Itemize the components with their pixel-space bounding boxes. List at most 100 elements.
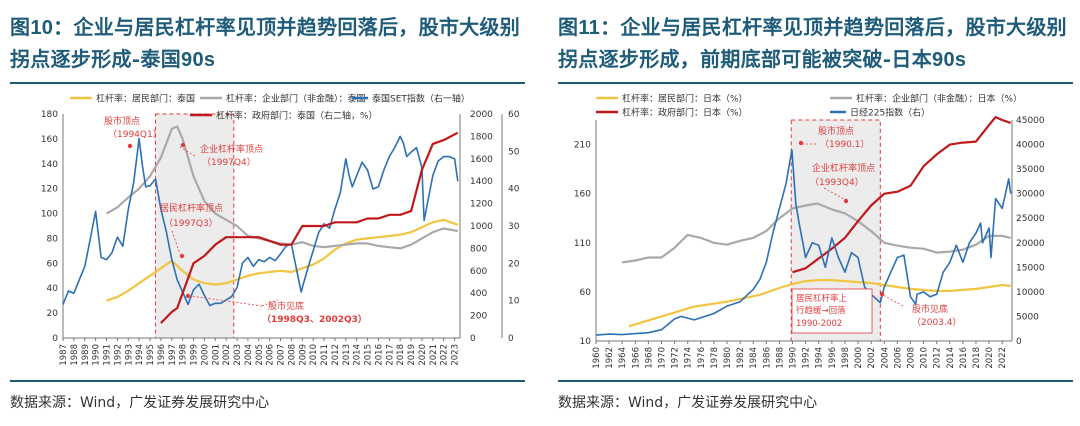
annotation-marker: [127, 143, 133, 149]
x-tick-label: 1990: [92, 344, 102, 366]
y-right-tick-label: 1600: [470, 155, 493, 165]
y-right-tick-label: 1400: [470, 177, 493, 187]
x-tick-label: 2010: [920, 347, 930, 369]
annotation-leader: [189, 295, 263, 307]
y-right2-tick-label: 50: [508, 147, 520, 157]
x-tick-label: 1972: [671, 347, 681, 369]
x-tick-label: 1962: [605, 347, 615, 369]
x-tick-label: 2003: [233, 344, 243, 366]
x-tick-label: 2014: [946, 347, 956, 369]
x-tick-label: 2006: [893, 347, 903, 369]
x-tick-label: 2020: [418, 344, 428, 366]
annotation-year: （1997Q4）: [202, 157, 256, 168]
legend-label: 杠杆率：企业部门（非金融）：泰国: [226, 93, 366, 105]
chart-panel-japan: 图11：企业与居民杠杆率见顶并趋势回落后，股市大级别拐点逐步形成，前期底部可能被…: [548, 0, 1080, 426]
x-tick-label: 1998: [841, 347, 851, 369]
x-tick-label: 2000: [200, 344, 210, 366]
x-tick-label: 1998: [179, 344, 189, 366]
annotation-year: 1990-2002: [796, 319, 842, 329]
annotation-leader: [171, 230, 181, 255]
x-tick-label: 1987: [59, 344, 69, 366]
x-tick-label: 2001: [211, 344, 221, 366]
x-tick-label: 1988: [70, 344, 80, 366]
y-left-tick-label: 140: [41, 160, 58, 170]
source-note: 数据来源：Wind，广发证券发展研究中心: [558, 395, 818, 411]
x-tick-label: 2006: [266, 344, 276, 366]
x-tick-label: 1999: [190, 344, 200, 366]
x-tick-label: 1974: [684, 347, 694, 369]
x-tick-label: 2022: [440, 344, 450, 366]
y-right-tick-label: 0: [470, 334, 476, 344]
x-tick-label: 2016: [959, 347, 969, 369]
x-tick-label: 2012: [331, 344, 341, 366]
x-tick-label: 2002: [222, 344, 232, 366]
x-tick-label: 2013: [342, 344, 352, 366]
y-left-tick-label: 110: [574, 239, 591, 249]
x-tick-label: 1976: [697, 347, 707, 369]
source-divider: [558, 380, 1073, 382]
x-tick-label: 1970: [658, 347, 668, 369]
y-left-tick-label: 160: [41, 135, 58, 145]
x-tick-label: 2008: [906, 347, 916, 369]
x-tick-label: 2016: [374, 344, 384, 366]
series-line: [595, 149, 1012, 336]
series-line: [622, 202, 1011, 264]
y-left-tick-label: 60: [47, 259, 59, 269]
x-tick-label: 2017: [385, 344, 395, 366]
y-right2-tick-label: 30: [508, 222, 520, 232]
y-right2-tick-label: 20: [508, 259, 520, 269]
legend-label: 杠杆率：政府部门：泰国（右二轴，%）: [216, 110, 378, 122]
thailand-chart: 0204060801001201401601800200400600800100…: [41, 93, 520, 366]
x-tick-label: 2023: [451, 344, 461, 366]
y-right-tick-label: 40000: [1016, 141, 1045, 151]
figure-title: 图10：企业与居民杠杆率见顶并趋势回落后，股市大级别拐点逐步形成-泰国90s: [10, 15, 521, 71]
y-right-tick-label: 1000: [470, 222, 493, 232]
legend-label: 杠杆率：企业部门（非金融）：日本（%）: [856, 93, 1022, 105]
y-right-tick-label: 1200: [470, 200, 493, 210]
annotation-year: （1994Q1）: [108, 129, 162, 140]
y-left-tick-label: 40: [47, 284, 59, 294]
y-right2-tick-label: 60: [508, 110, 520, 120]
y-right-tick-label: 30000: [1016, 190, 1045, 200]
x-tick-label: 2000: [854, 347, 864, 369]
y-right-tick-label: 35000: [1016, 165, 1045, 175]
x-tick-label: 1993: [124, 344, 134, 366]
y-left-tick-label: 180: [41, 110, 58, 120]
annotation-marker: [879, 291, 885, 297]
series-line: [62, 135, 459, 307]
x-tick-label: 2009: [298, 344, 308, 366]
x-tick-label: 2011: [320, 344, 330, 366]
y-right-tick-label: 600: [470, 267, 487, 277]
x-tick-label: 1968: [644, 347, 654, 369]
annotation-year: （1997Q3）: [164, 218, 218, 229]
x-tick-label: 1997: [168, 344, 178, 366]
series-line: [628, 279, 1011, 328]
x-tick-label: 2007: [277, 344, 287, 366]
annotation-marker: [179, 253, 185, 259]
x-tick-label: 1996: [828, 347, 838, 369]
legend-label: 杠杆率：居民部门：日本（%）: [622, 93, 748, 105]
series-line: [106, 218, 459, 302]
chart-panel-thailand: 图10：企业与居民杠杆率见顶并趋势回落后，股市大级别拐点逐步形成-泰国90s 0…: [0, 0, 532, 426]
x-tick-label: 2012: [933, 347, 943, 369]
y-right-tick-label: 0: [1016, 337, 1022, 347]
x-tick-label: 1994: [135, 344, 145, 366]
x-tick-label: 2004: [244, 344, 254, 366]
x-tick-label: 1966: [631, 347, 641, 369]
source-divider: [10, 380, 525, 382]
annotation-leader: [261, 299, 279, 307]
annotation-leader: [882, 294, 904, 307]
x-tick-label: 2022: [998, 347, 1008, 369]
y-left-tick-label: 20: [47, 309, 59, 319]
y-left-tick-label: 80: [47, 234, 59, 244]
annotation-text: 股市顶点: [104, 115, 140, 127]
y-left-tick-label: 210: [574, 141, 591, 151]
y-right-tick-label: 15000: [1016, 263, 1045, 273]
y-right-tick-label: 25000: [1016, 214, 1045, 224]
legend-label: 日经225指数（右）: [850, 107, 930, 119]
y-right-tick-label: 200: [470, 312, 487, 322]
x-tick-label: 1984: [749, 347, 759, 369]
y-right-tick-label: 1800: [470, 132, 493, 142]
x-tick-label: 2019: [407, 344, 417, 366]
annotation-text: 企业杠杆率顶点: [812, 162, 875, 174]
